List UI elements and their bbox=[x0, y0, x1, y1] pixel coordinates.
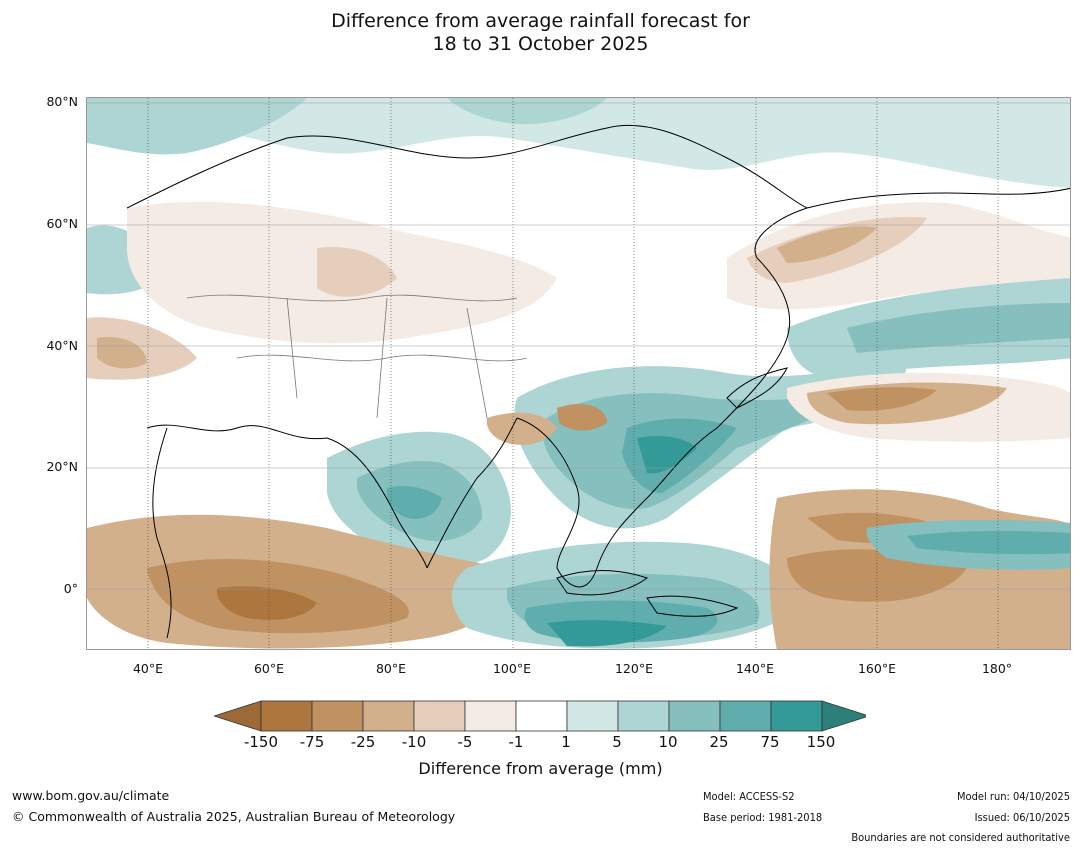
model-run-date: Model run: 04/10/2025 bbox=[957, 790, 1070, 803]
lon-label-140e: 140°E bbox=[715, 661, 795, 676]
lon-label-180: 180° bbox=[957, 661, 1037, 676]
colorbar-segment bbox=[567, 701, 618, 731]
lon-label-120e: 120°E bbox=[594, 661, 674, 676]
colorbar-segment bbox=[414, 701, 465, 731]
boundaries-disclaimer: Boundaries are not considered authoritat… bbox=[851, 831, 1070, 844]
copyright-text: © Commonwealth of Australia 2025, Austra… bbox=[12, 809, 455, 824]
map-title: Difference from average rainfall forecas… bbox=[0, 10, 1081, 56]
colorbar-segment bbox=[312, 701, 363, 731]
colorbar-segment bbox=[465, 701, 516, 731]
map-title-line2: 18 to 31 October 2025 bbox=[0, 33, 1081, 56]
lat-label-20n: 20°N bbox=[28, 459, 78, 474]
colorbar-tick-label: 150 bbox=[791, 733, 851, 751]
colorbar-extend-low bbox=[214, 701, 261, 731]
lon-label-40e: 40°E bbox=[108, 661, 188, 676]
lon-label-160e: 160°E bbox=[837, 661, 917, 676]
colorbar-title: Difference from average (mm) bbox=[0, 759, 1081, 778]
lat-label-0: 0° bbox=[28, 581, 78, 596]
lon-label-60e: 60°E bbox=[229, 661, 309, 676]
model-name: Model: ACCESS-S2 bbox=[703, 790, 795, 803]
colorbar-segment bbox=[720, 701, 771, 731]
website-link[interactable]: www.bom.gov.au/climate bbox=[12, 788, 169, 803]
lat-label-40n: 40°N bbox=[28, 338, 78, 353]
lon-label-100e: 100°E bbox=[472, 661, 552, 676]
colorbar-segment bbox=[771, 701, 822, 731]
map-title-line1: Difference from average rainfall forecas… bbox=[0, 10, 1081, 33]
lat-label-80n: 80°N bbox=[28, 94, 78, 109]
colorbar-extend-high bbox=[822, 701, 866, 731]
rainfall-anomaly-map bbox=[86, 97, 1071, 650]
colorbar-segment bbox=[669, 701, 720, 731]
colorbar-segment bbox=[363, 701, 414, 731]
base-period: Base period: 1981-2018 bbox=[703, 811, 822, 824]
colorbar-segment bbox=[618, 701, 669, 731]
map-canvas bbox=[87, 98, 1071, 650]
colorbar-segment bbox=[516, 701, 567, 731]
colorbar bbox=[214, 700, 866, 734]
colorbar-segment bbox=[261, 701, 312, 731]
lat-label-60n: 60°N bbox=[28, 216, 78, 231]
issued-date: Issued: 06/10/2025 bbox=[975, 811, 1070, 824]
lon-label-80e: 80°E bbox=[351, 661, 431, 676]
